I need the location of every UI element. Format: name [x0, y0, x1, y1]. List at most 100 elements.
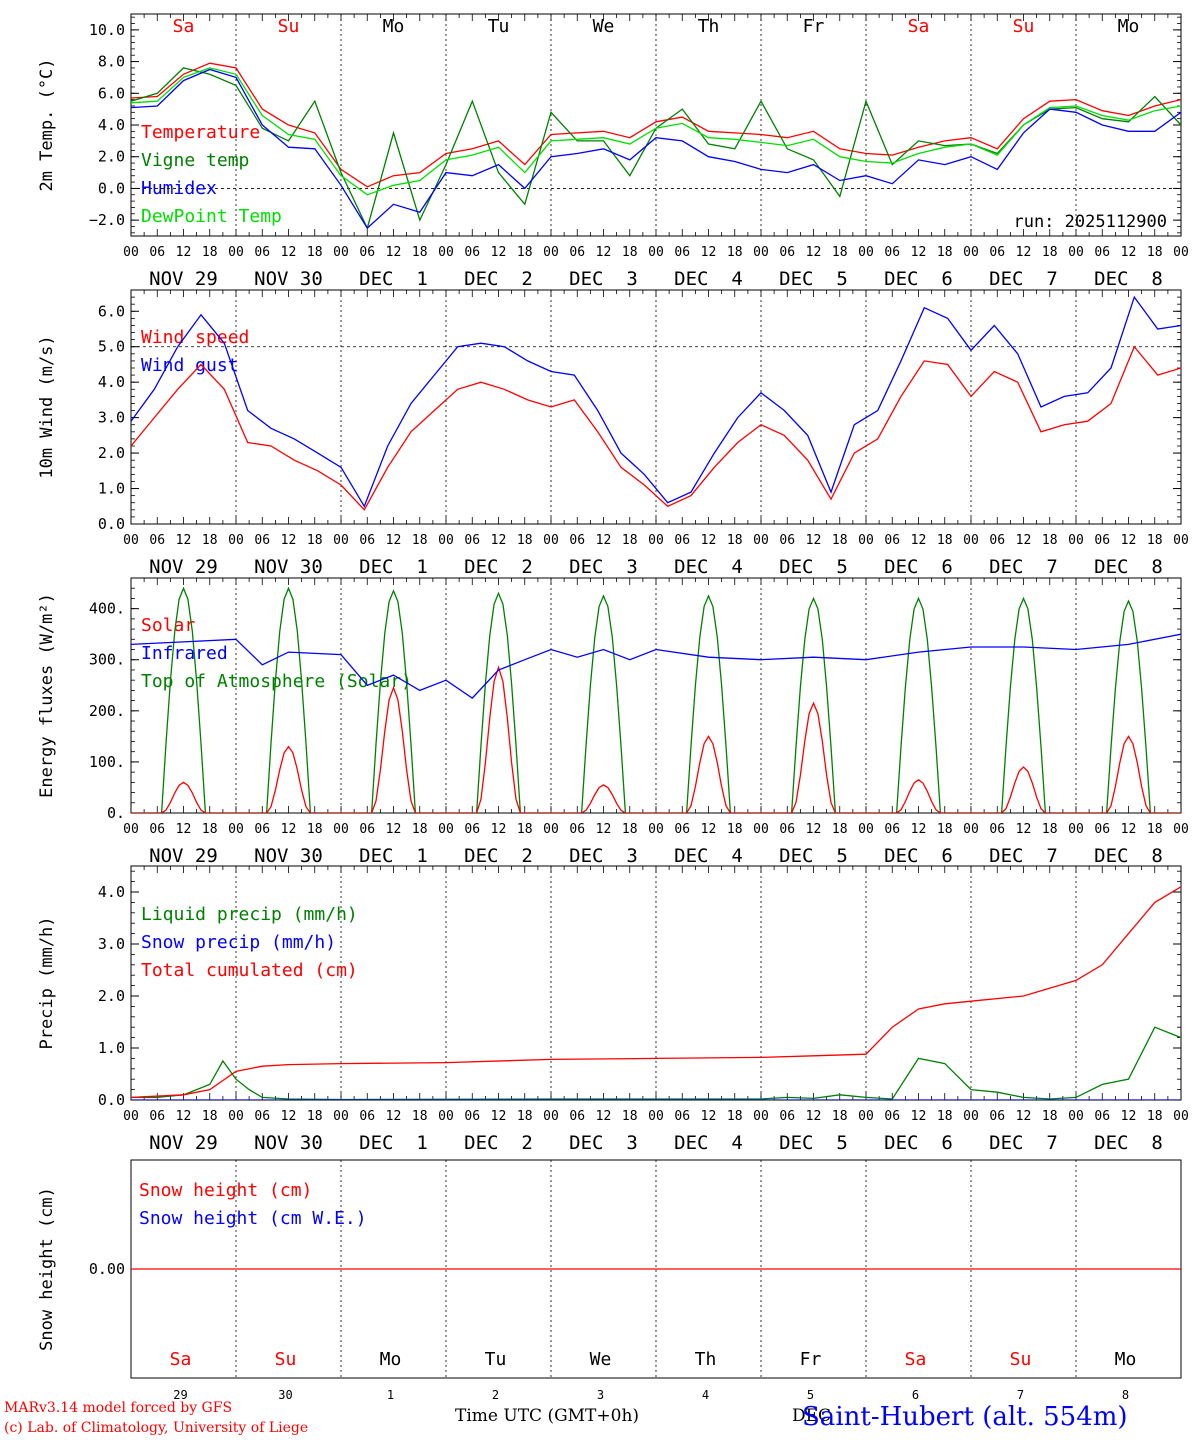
- day-name-bottom: Mo: [380, 1349, 402, 1370]
- hour-tick-label: 12: [701, 533, 717, 548]
- y-axis-title-energy: Energy fluxes (W/m²): [37, 593, 57, 798]
- hour-tick-label: 12: [806, 822, 822, 837]
- legend-entry: DewPoint Temp: [141, 206, 282, 227]
- lab-credit: (c) Lab. of Climatology, University of L…: [4, 1420, 309, 1436]
- hour-tick-label: 00: [438, 1109, 454, 1124]
- hour-tick-label: 00: [333, 1109, 349, 1124]
- series-group-temp: [131, 62, 1181, 230]
- hour-tick-label: 18: [832, 822, 848, 837]
- hour-tick-label: 18: [202, 1109, 218, 1124]
- legend-entry: Wind speed: [141, 327, 249, 348]
- hour-tick-label: 12: [911, 1109, 927, 1124]
- day-name: We: [593, 16, 615, 37]
- hour-tick-label: 06: [674, 822, 690, 837]
- hour-tick-label: 06: [254, 1109, 270, 1124]
- hour-tick-label: 06: [1094, 533, 1110, 548]
- date-label: DEC 5: [779, 1132, 848, 1154]
- hour-tick-label: 06: [884, 245, 900, 260]
- date-label: DEC 5: [779, 556, 848, 578]
- hour-tick-label: 12: [806, 533, 822, 548]
- hour-tick-label: 06: [359, 533, 375, 548]
- day-name-bottom: Fr: [800, 1349, 822, 1370]
- hour-tick-label: 18: [1147, 533, 1163, 548]
- date-label: DEC 8: [1094, 1132, 1163, 1154]
- hour-tick-label: 18: [517, 533, 533, 548]
- hour-tick-label: 06: [464, 533, 480, 548]
- hour-tick-label: 00: [438, 822, 454, 837]
- date-label: DEC 5: [779, 268, 848, 290]
- hour-tick-label: 06: [149, 245, 165, 260]
- hour-tick-label: 06: [359, 822, 375, 837]
- hour-tick-label: 00: [123, 1109, 139, 1124]
- y-tick-label: 3.0: [98, 935, 125, 953]
- hour-tick-label: 12: [176, 245, 192, 260]
- hour-tick-label: 06: [149, 533, 165, 548]
- hour-tick-label: 06: [1094, 1109, 1110, 1124]
- series-line-humidex: [131, 68, 1181, 230]
- hour-tick-label: 00: [753, 822, 769, 837]
- y-tick-label: 1.0: [98, 1039, 125, 1057]
- day-name-bottom: Sa: [905, 1349, 927, 1370]
- hour-tick-label: 12: [281, 822, 297, 837]
- hour-tick-label: 00: [1068, 822, 1084, 837]
- date-label: DEC 4: [674, 845, 743, 867]
- date-label: NOV 29: [149, 845, 218, 867]
- hour-tick-label: 18: [727, 245, 743, 260]
- hour-tick-label: 00: [753, 245, 769, 260]
- y-tick-label: 2.0: [98, 987, 125, 1005]
- day-name-bottom: Sa: [170, 1349, 192, 1370]
- date-label: NOV 30: [254, 845, 323, 867]
- hour-tick-label: 18: [727, 533, 743, 548]
- hour-tick-label: 06: [149, 1109, 165, 1124]
- month-label: DEC: [792, 1406, 832, 1426]
- series-line-dewpoint-temp: [131, 67, 1181, 196]
- hour-tick-label: 00: [543, 245, 559, 260]
- date-label: DEC 3: [569, 556, 638, 578]
- legend-entry: Snow height (cm W.E.): [139, 1208, 367, 1229]
- date-label: DEC 2: [464, 556, 533, 578]
- hour-tick-label: 18: [937, 822, 953, 837]
- hour-tick-label: 00: [1173, 822, 1189, 837]
- legend-entry: Total cumulated (cm): [141, 960, 358, 981]
- hour-tick-label: 06: [254, 533, 270, 548]
- date-label: DEC 1: [359, 1132, 428, 1154]
- legend-entry: Wind gust: [141, 355, 239, 376]
- hour-tick-label: 12: [1016, 245, 1032, 260]
- day-number: 7: [1017, 1388, 1024, 1402]
- date-label: NOV 29: [149, 268, 218, 290]
- hour-tick-label: 18: [622, 533, 638, 548]
- hour-tick-label: 06: [569, 1109, 585, 1124]
- hour-tick-label: 12: [911, 822, 927, 837]
- hour-tick-label: 12: [491, 822, 507, 837]
- legend-entry: Humidex: [141, 178, 217, 199]
- day-number: 8: [1122, 1388, 1129, 1402]
- hour-tick-label: 12: [1016, 822, 1032, 837]
- hour-tick-label: 06: [884, 1109, 900, 1124]
- station-name: Saint-Hubert (alt. 554m): [802, 1402, 1128, 1432]
- hour-tick-label: 00: [228, 822, 244, 837]
- hour-tick-label: 06: [569, 245, 585, 260]
- hour-tick-label: 12: [281, 1109, 297, 1124]
- hour-tick-label: 06: [464, 822, 480, 837]
- hour-tick-label: 00: [1068, 1109, 1084, 1124]
- hour-tick-label: 00: [753, 1109, 769, 1124]
- hour-tick-label: 06: [779, 245, 795, 260]
- hour-tick-label: 00: [963, 245, 979, 260]
- hour-tick-label: 00: [123, 245, 139, 260]
- run-annotation: run: 2025112900: [1013, 212, 1167, 232]
- hour-tick-label: 06: [989, 533, 1005, 548]
- date-label: DEC 8: [1094, 845, 1163, 867]
- hour-tick-label: 00: [1068, 533, 1084, 548]
- hour-tick-label: 12: [596, 533, 612, 548]
- day-number: 6: [912, 1388, 919, 1402]
- hour-tick-label: 18: [517, 822, 533, 837]
- day-name-bottom: Su: [275, 1349, 297, 1370]
- series-line-solar: [131, 665, 1181, 813]
- hour-tick-label: 06: [989, 245, 1005, 260]
- hour-tick-label: 00: [753, 533, 769, 548]
- day-name: Th: [698, 16, 720, 37]
- hour-tick-label: 06: [674, 1109, 690, 1124]
- hour-tick-label: 00: [228, 533, 244, 548]
- hour-tick-label: 18: [832, 245, 848, 260]
